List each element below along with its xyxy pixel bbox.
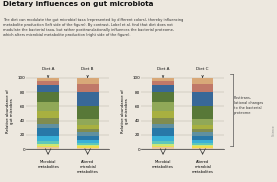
Bar — [152, 78, 174, 81]
Bar — [37, 81, 59, 85]
Bar — [77, 84, 99, 92]
Bar — [37, 111, 59, 118]
Bar — [192, 146, 214, 148]
Text: Diet A: Diet A — [42, 67, 54, 77]
Bar — [152, 81, 174, 85]
Bar — [192, 148, 214, 149]
Bar — [192, 129, 214, 132]
Bar — [77, 145, 99, 146]
Text: Science: Science — [272, 125, 276, 136]
Text: Posttrans-
lational changes
to the bacterial
proteome: Posttrans- lational changes to the bacte… — [234, 96, 263, 115]
Bar — [77, 146, 99, 148]
Bar — [192, 143, 214, 145]
Bar — [152, 124, 174, 128]
Bar — [192, 84, 214, 92]
Bar — [192, 145, 214, 146]
Bar — [192, 78, 214, 84]
Text: The diet can modulate the gut microbial taxa (represented by different colors), : The diet can modulate the gut microbial … — [3, 18, 183, 37]
Bar — [192, 92, 214, 106]
Bar — [77, 140, 99, 143]
Bar — [77, 132, 99, 136]
Bar — [37, 144, 59, 146]
Bar — [192, 140, 214, 143]
Bar — [37, 92, 59, 102]
Bar — [152, 147, 174, 149]
Text: Diet C: Diet C — [196, 67, 209, 77]
Bar — [77, 143, 99, 145]
Bar — [37, 118, 59, 124]
Bar — [77, 119, 99, 125]
Bar — [77, 148, 99, 149]
Text: Diet B: Diet B — [81, 67, 94, 77]
Text: Dietary influences on gut microbiota: Dietary influences on gut microbiota — [3, 1, 153, 7]
Bar — [192, 136, 214, 140]
Bar — [192, 132, 214, 136]
Bar — [77, 106, 99, 119]
Bar — [77, 125, 99, 129]
Y-axis label: Relative abundance of
gut microbes: Relative abundance of gut microbes — [6, 89, 14, 133]
Bar — [152, 85, 174, 92]
Bar — [37, 124, 59, 128]
Bar — [77, 136, 99, 140]
Bar — [152, 144, 174, 146]
Bar — [37, 146, 59, 147]
Bar — [152, 118, 174, 124]
Bar — [152, 111, 174, 118]
Bar — [37, 141, 59, 144]
Bar — [152, 136, 174, 141]
Bar — [77, 129, 99, 132]
Bar — [37, 85, 59, 92]
Y-axis label: Relative abundance of
gut microbes: Relative abundance of gut microbes — [121, 89, 129, 133]
Bar — [152, 102, 174, 111]
Bar — [192, 119, 214, 125]
Bar — [152, 146, 174, 147]
Bar — [37, 147, 59, 149]
Bar — [152, 141, 174, 144]
Bar — [152, 92, 174, 102]
Bar — [37, 78, 59, 81]
Bar — [192, 125, 214, 129]
Bar — [192, 106, 214, 119]
Bar — [37, 102, 59, 111]
Bar — [37, 128, 59, 136]
Bar — [152, 128, 174, 136]
Text: Diet A: Diet A — [157, 67, 169, 77]
Bar — [77, 92, 99, 106]
Bar — [37, 136, 59, 141]
Bar — [77, 78, 99, 84]
